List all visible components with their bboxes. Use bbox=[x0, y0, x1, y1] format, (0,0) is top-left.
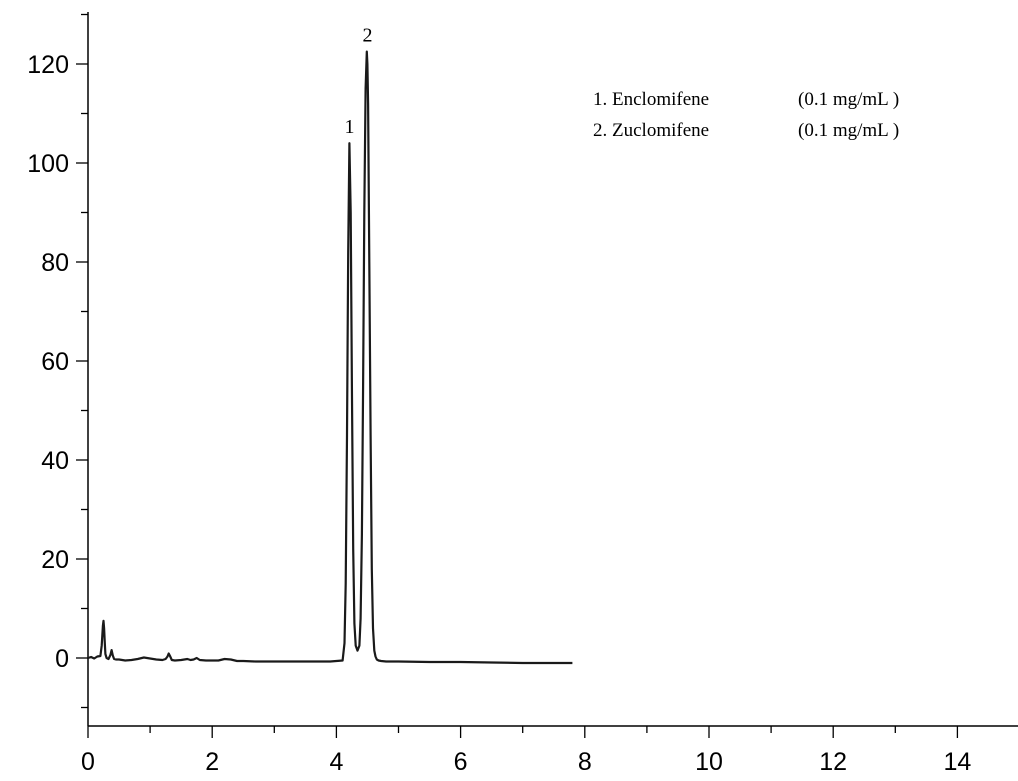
peak-labels: 12 bbox=[344, 25, 372, 139]
peak-label: 1 bbox=[344, 116, 354, 138]
y-tick-label: 0 bbox=[55, 645, 69, 673]
x-ticks: 0 2 4 6 8 10 12 14 bbox=[81, 726, 971, 776]
y-tick-label: 80 bbox=[41, 249, 69, 277]
y-tick-label: 20 bbox=[41, 546, 69, 574]
x-tick-label: 12 bbox=[819, 748, 847, 776]
axes bbox=[87, 12, 1018, 727]
legend: 1. Enclomifene (0.1 mg/mL ) 2. Zuclomife… bbox=[593, 89, 899, 141]
x-tick-label: 6 bbox=[454, 748, 468, 776]
y-tick-label: 100 bbox=[27, 150, 69, 178]
chromatogram-trace bbox=[87, 50, 573, 665]
y-ticks: 0 20 40 60 80 100 120 bbox=[27, 13, 88, 709]
legend-concentration-1: (0.1 mg/mL ) bbox=[798, 89, 899, 110]
x-tick-label: 4 bbox=[329, 748, 343, 776]
y-tick-label: 120 bbox=[27, 51, 69, 79]
x-tick-label: 2 bbox=[205, 748, 219, 776]
legend-compound-1: 1. Enclomifene bbox=[593, 89, 709, 110]
legend-compound-2: 2. Zuclomifene bbox=[593, 120, 709, 141]
x-tick-label: 14 bbox=[943, 748, 971, 776]
y-tick-label: 40 bbox=[41, 447, 69, 475]
x-tick-label: 0 bbox=[81, 748, 95, 776]
x-tick-label: 10 bbox=[695, 748, 723, 776]
x-tick-label: 8 bbox=[578, 748, 592, 776]
legend-concentration-2: (0.1 mg/mL ) bbox=[798, 120, 899, 141]
y-tick-label: 60 bbox=[41, 348, 69, 376]
peak-label: 2 bbox=[362, 25, 372, 47]
